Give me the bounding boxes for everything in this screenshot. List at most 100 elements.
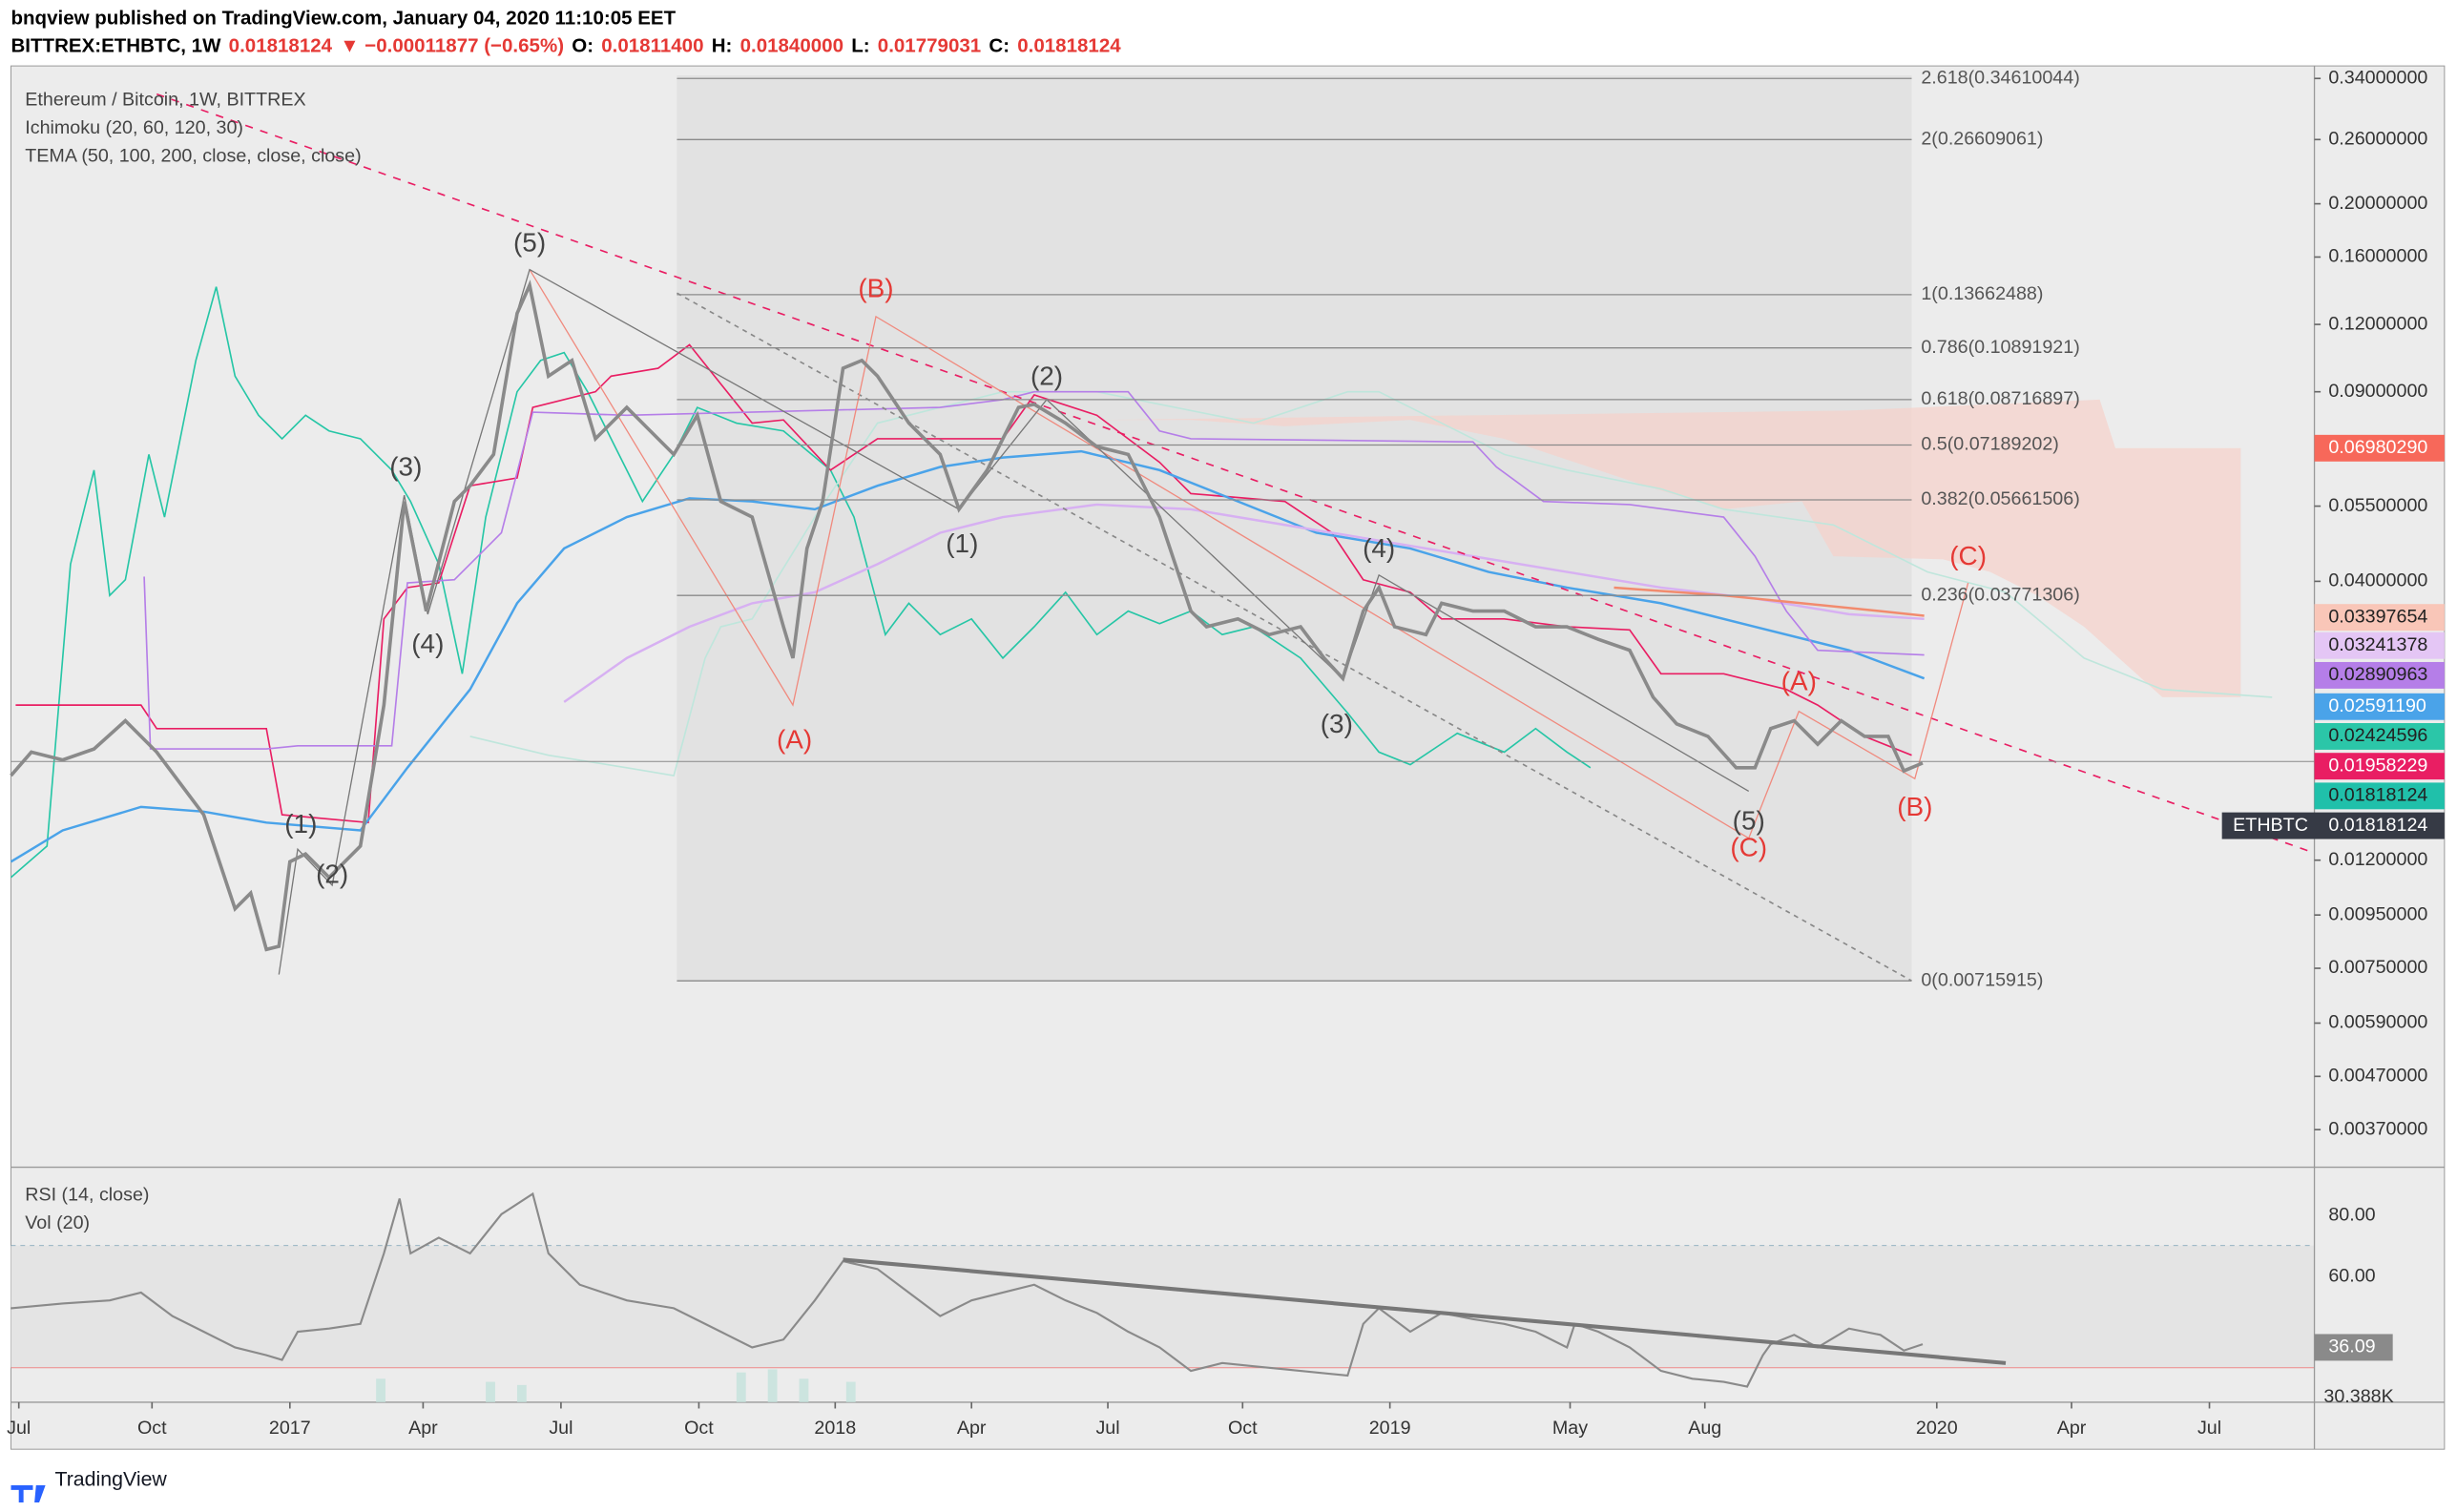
time-axis-label: 2019 <box>1369 1418 1411 1439</box>
wave-label: (5) <box>513 228 546 258</box>
wave-label: (3) <box>389 452 422 482</box>
time-axis-label: Jul <box>7 1418 31 1439</box>
price-tag-label: 0.01818124 <box>2328 785 2427 806</box>
ichimoku-cloud <box>1096 399 2241 697</box>
indicator-line <box>10 280 1924 952</box>
wave-label: (C) <box>1949 541 1987 570</box>
time-axis-label: May <box>1552 1418 1588 1439</box>
trendline <box>156 93 2309 852</box>
price-axis-label: 0.01200000 <box>2328 849 2427 870</box>
price-tag <box>2314 604 2445 632</box>
legend-item: Ethereum / Bitcoin, 1W, BITTREX <box>25 89 305 110</box>
price-tag-label: 0.03241378 <box>2328 634 2427 655</box>
time-axis-label: 2017 <box>269 1418 311 1439</box>
symbol-part: 0.01811400 <box>601 35 703 57</box>
symbol-part: 0.01840000 <box>740 35 843 57</box>
symbol-part: BITTREX:ETHBTC, 1W <box>10 35 221 57</box>
legend-item: TEMA (50, 100, 200, close, close, close) <box>25 146 361 167</box>
time-axis-label: Apr <box>408 1418 438 1439</box>
wave-label: (A) <box>1781 667 1817 696</box>
legend-item: Ichimoku (20, 60, 120, 30) <box>25 117 243 138</box>
wave-label: (3) <box>1321 709 1353 738</box>
price-tag-label: 0.02424596 <box>2328 725 2427 746</box>
wave-label: (B) <box>1897 792 1932 821</box>
indicator-line <box>529 269 1969 839</box>
price-tag <box>2314 782 2445 810</box>
wave-label: (1) <box>284 809 317 839</box>
fib-label: 0.382(0.05661506) <box>1921 488 2079 509</box>
time-axis-label: 2020 <box>1916 1418 1958 1439</box>
time-axis-label: Apr <box>957 1418 987 1439</box>
fib-label: 1(0.13662488) <box>1921 283 2043 304</box>
indicator-line <box>10 1191 1924 1388</box>
time-axis-label: Jul <box>1095 1418 1119 1439</box>
rsi-axis-label: 60.00 <box>2328 1266 2375 1287</box>
indicator-line <box>10 449 1926 863</box>
price-axis-label: 0.26000000 <box>2328 128 2427 149</box>
indicator-line <box>10 286 1592 879</box>
time-axis-label: Oct <box>684 1418 714 1439</box>
price-tag <box>2314 434 2445 462</box>
symbol-part: H: <box>712 35 733 57</box>
symbol-part: ▼ −0.00011877 (−0.65%) <box>340 35 564 57</box>
fib-label: 0.5(0.07189202) <box>1921 434 2058 455</box>
volume-label: 30.388K <box>2323 1386 2393 1407</box>
price-tag-label: 0.02591190 <box>2328 695 2426 716</box>
time-axis-label: Jul <box>549 1418 573 1439</box>
symbol-tag-name: ETHBTC <box>2233 815 2308 836</box>
symbol-line: BITTREX:ETHBTC, 1W 0.01818124 ▼ −0.0001187… <box>10 35 1121 57</box>
time-axis-label: Apr <box>2057 1418 2087 1439</box>
price-axis-label: 0.00950000 <box>2328 903 2427 924</box>
price-axis-label: 0.00470000 <box>2328 1066 2427 1087</box>
fib-label: 0.618(0.08716897) <box>1921 388 2079 409</box>
symbol-part: 0.01779031 <box>878 35 981 57</box>
indicator-line <box>563 503 1925 703</box>
price-tag-label: 0.01958229 <box>2328 755 2427 776</box>
price-axis-label: 0.00370000 <box>2328 1118 2427 1139</box>
price-axis-label: 0.12000000 <box>2328 313 2427 334</box>
symbol-part: L: <box>851 35 869 57</box>
symbol-part: C: <box>989 35 1010 57</box>
symbol-part: 0.01818124 <box>229 35 333 57</box>
rsi-trendline <box>843 1257 2007 1365</box>
time-axis-label: Jul <box>2197 1418 2221 1439</box>
rsi-legend: RSI (14, close) <box>25 1184 149 1205</box>
symbol-part: O: <box>572 35 593 57</box>
symbol-tag-label: 0.01818124 <box>2328 815 2427 836</box>
rsi-band <box>10 1245 2315 1368</box>
wave-label: (C) <box>1730 833 1767 862</box>
volume-bars <box>376 1369 856 1402</box>
price-tag-label: 0.03397654 <box>2328 606 2427 627</box>
brand: TradingView <box>10 1468 167 1503</box>
wave-label: (5) <box>1733 806 1765 836</box>
price-axis-label: 0.00590000 <box>2328 1012 2427 1033</box>
fib-label: 0.786(0.10891921) <box>1921 337 2079 358</box>
wave-label: (4) <box>1363 533 1395 563</box>
price-tag-label: 0.06980290 <box>2328 437 2427 458</box>
price-axis-label: 0.20000000 <box>2328 193 2427 214</box>
symbol-part: 0.01818124 <box>1017 35 1121 57</box>
wave-label: (4) <box>411 629 444 658</box>
rsi-tag-label: 36.09 <box>2328 1336 2375 1357</box>
price-axis-label: 0.04000000 <box>2328 570 2427 591</box>
publish-line: bnqview published on TradingView.com, Ja… <box>10 7 676 29</box>
price-tag <box>2314 693 2445 720</box>
rsi-tag <box>2314 1334 2393 1361</box>
rsi-axis-label: 80.00 <box>2328 1205 2375 1226</box>
wave-label: (A) <box>777 724 812 754</box>
price-axis-label: 0.09000000 <box>2328 381 2427 402</box>
price-tag <box>2314 753 2445 780</box>
fib-label: 0.236(0.03771306) <box>1921 584 2079 605</box>
time-axis-label: 2018 <box>814 1418 856 1439</box>
fib-label: 0(0.00715915) <box>1921 969 2043 990</box>
indicator-line <box>469 390 2273 777</box>
price-tag <box>2314 632 2445 659</box>
price-axis-label: 0.16000000 <box>2328 246 2427 267</box>
symbol-tag <box>2221 812 2445 839</box>
brand-name: TradingView <box>54 1468 167 1491</box>
price-tag <box>2314 661 2445 689</box>
indicator-line <box>1614 586 1925 617</box>
wave-label: (2) <box>316 860 348 889</box>
time-axis-label: Oct <box>137 1418 167 1439</box>
